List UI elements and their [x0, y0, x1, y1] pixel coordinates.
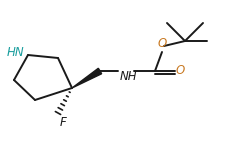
- Text: HN: HN: [6, 46, 24, 59]
- Polygon shape: [72, 68, 102, 88]
- Text: F: F: [60, 116, 67, 129]
- Text: NH: NH: [120, 70, 138, 83]
- Text: O: O: [176, 63, 185, 76]
- Text: O: O: [157, 37, 167, 50]
